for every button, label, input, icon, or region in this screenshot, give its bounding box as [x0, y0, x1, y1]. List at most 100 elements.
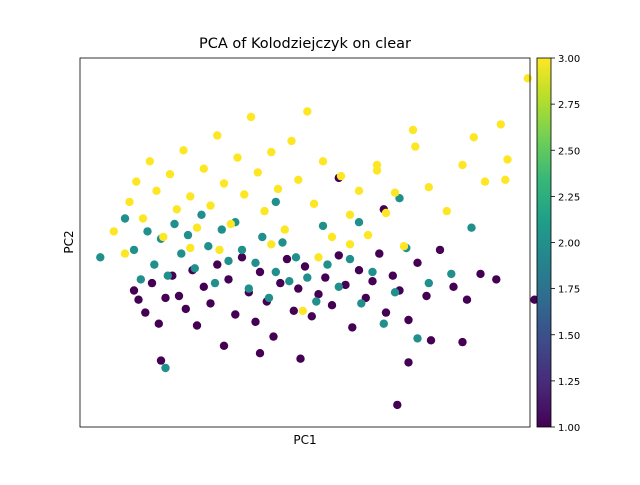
scatter-point	[199, 282, 208, 291]
scatter-point	[152, 186, 161, 195]
scatter-point	[357, 299, 366, 308]
scatter-point	[231, 310, 240, 319]
scatter-point	[226, 219, 235, 229]
colorbar-tick-label: 2.25	[558, 192, 580, 203]
scatter-point	[240, 190, 249, 199]
scatter-point	[183, 230, 193, 240]
scatter-point	[289, 306, 298, 315]
scatter-point	[170, 219, 179, 229]
scatter-point	[206, 299, 215, 308]
scatter-point	[264, 293, 274, 303]
scatter-point	[278, 238, 287, 247]
scatter-point	[287, 136, 296, 146]
scatter-point	[197, 210, 206, 219]
scatter-point	[150, 260, 159, 269]
scatter-point	[501, 175, 510, 184]
scatter-point	[309, 199, 319, 208]
scatter-point	[291, 253, 301, 262]
scatter-point	[334, 251, 343, 260]
scatter-point	[327, 232, 337, 242]
colorbar-tick-label: 3.00	[558, 54, 580, 65]
scatter-point	[199, 164, 208, 173]
scatter-point	[206, 201, 215, 210]
scatter-point	[408, 125, 418, 135]
scatter-point	[318, 157, 328, 166]
scatter-point	[404, 358, 413, 367]
scatter-point	[354, 266, 364, 275]
colorbar-tick-label: 1.00	[558, 423, 580, 434]
scatter-point	[318, 221, 328, 231]
scatter-point	[136, 275, 145, 284]
scatter-point	[219, 179, 229, 188]
scatter-point	[424, 278, 433, 288]
scatter-point	[381, 308, 391, 317]
scatter-point	[413, 334, 422, 343]
scatter-point	[233, 153, 242, 162]
scatter-point	[363, 230, 373, 240]
scatter-point	[294, 175, 303, 184]
scatter-point	[179, 146, 188, 155]
scatter-point	[503, 155, 512, 164]
scatter-point	[480, 177, 490, 186]
scatter-point	[435, 245, 445, 255]
scatter-point	[390, 288, 400, 297]
scatter-point	[424, 183, 433, 192]
scatter-point	[354, 218, 364, 227]
colorbar-ticks: 1.00 1.25 1.50 1.75 2.00 2.25 2.50 2.75 3.00	[551, 54, 580, 434]
scatter-point	[496, 120, 505, 129]
scatter-point	[217, 225, 226, 234]
scatter-point	[467, 223, 476, 232]
scatter-point	[147, 278, 157, 288]
scatter-point	[404, 315, 413, 325]
scatter-point	[336, 171, 346, 181]
scatter-point	[341, 280, 350, 290]
x-axis-label: PC1	[293, 433, 316, 447]
scatter-point	[255, 349, 265, 358]
scatter-point	[237, 253, 247, 262]
scatter-point	[368, 277, 377, 286]
scatter-point	[354, 186, 364, 195]
colorbar-tick-label: 1.50	[558, 331, 580, 342]
scatter-point	[129, 286, 139, 295]
scatter-point	[314, 253, 323, 262]
scatter-point	[413, 258, 422, 267]
colorbar-tick-label: 1.25	[558, 377, 580, 388]
scatter-point	[280, 225, 289, 234]
scatter-point	[276, 278, 285, 288]
scatter-point	[285, 277, 294, 286]
scatter-point	[348, 323, 357, 332]
scatter-point	[177, 249, 186, 258]
scatter-point	[163, 271, 172, 280]
scatter-point	[426, 336, 436, 345]
scatter-point	[399, 242, 409, 251]
scatter-point	[267, 240, 276, 249]
scatter-point	[132, 177, 141, 186]
scatter-point	[251, 317, 260, 326]
scatter-point	[379, 319, 388, 328]
scatter-point	[154, 319, 163, 328]
scatter-point	[244, 284, 253, 293]
scatter-point	[375, 249, 384, 258]
scatter-point	[172, 205, 181, 214]
scatter-point	[523, 74, 532, 83]
scatter-point	[298, 306, 307, 315]
scatter-point	[224, 275, 233, 284]
scatter-point	[296, 354, 305, 363]
scatter-point	[492, 275, 501, 284]
scatter-point	[334, 282, 343, 291]
scatter-point	[458, 160, 467, 170]
y-axis-label: PC2	[62, 230, 76, 253]
colorbar	[537, 58, 551, 427]
scatter-point	[312, 297, 321, 306]
scatter-point	[186, 192, 195, 201]
scatter-point	[190, 264, 199, 273]
colorbar-tick-label: 2.75	[558, 100, 580, 111]
scatter-point	[213, 260, 222, 269]
scatter-point	[129, 245, 139, 255]
scatter-point	[120, 214, 130, 223]
scatter-point	[165, 170, 175, 179]
colorbar-tick-label: 2.50	[558, 146, 580, 157]
scatter-point	[215, 245, 224, 255]
scatter-point	[462, 295, 472, 304]
